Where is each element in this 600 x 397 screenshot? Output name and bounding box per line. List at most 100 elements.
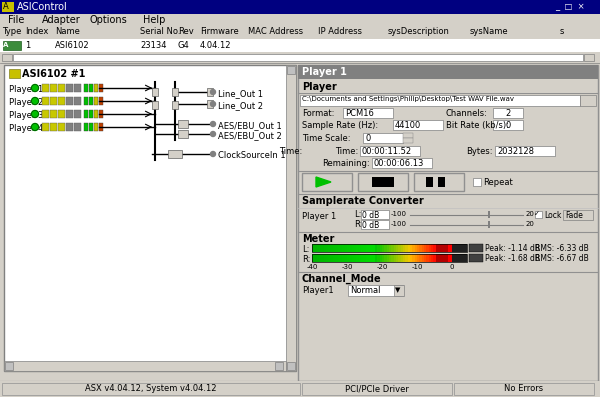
Text: Time Scale:: Time Scale: (302, 134, 350, 143)
Bar (436, 244, 439, 252)
Bar (312, 254, 315, 262)
Text: ✓: ✓ (534, 211, 540, 217)
Bar (393, 120, 443, 130)
Bar (0, 381, 600, 397)
Text: 23134: 23134 (140, 41, 167, 50)
Bar (495, 146, 555, 156)
Bar (414, 173, 464, 191)
Bar (403, 244, 406, 252)
Bar (50, 97, 57, 105)
Bar (454, 383, 594, 395)
Bar (396, 254, 399, 262)
Bar (328, 254, 331, 262)
Bar (94, 123, 98, 131)
Bar (493, 120, 523, 130)
Text: Line_Out 1: Line_Out 1 (218, 89, 263, 98)
Bar (66, 97, 73, 105)
Bar (66, 123, 73, 131)
Text: Lock: Lock (544, 211, 562, 220)
Bar (398, 244, 401, 252)
Bar (66, 110, 73, 118)
Text: -100: -100 (391, 211, 407, 217)
Bar (368, 254, 371, 262)
Bar (84, 110, 88, 118)
Bar (361, 244, 364, 252)
Text: RMS: -6.67 dB: RMS: -6.67 dB (535, 254, 589, 263)
Bar (448, 244, 450, 252)
Bar (99, 110, 103, 118)
Bar (322, 254, 324, 262)
Bar (50, 84, 57, 92)
Bar (152, 101, 158, 109)
Text: C:\Documents and Settings\Philip\Desktop\Test WAV File.wav: C:\Documents and Settings\Philip\Desktop… (302, 96, 514, 102)
Bar (356, 254, 359, 262)
Text: 1: 1 (25, 41, 30, 50)
Bar (424, 254, 427, 262)
Bar (427, 254, 429, 262)
Text: MAC Address: MAC Address (248, 27, 303, 36)
Bar (287, 66, 295, 74)
Bar (389, 244, 392, 252)
Bar (440, 254, 443, 262)
Bar (410, 254, 413, 262)
Bar (389, 254, 392, 262)
Bar (380, 244, 383, 252)
Bar (89, 84, 93, 92)
Text: A: A (3, 2, 9, 11)
Text: Normal: Normal (350, 286, 380, 295)
Text: 00:00:06.13: 00:00:06.13 (374, 159, 424, 168)
Text: -20: -20 (376, 264, 388, 270)
Bar (407, 254, 410, 262)
Circle shape (211, 131, 215, 137)
Bar (89, 97, 93, 105)
Bar (354, 254, 357, 262)
Bar (449, 254, 452, 262)
Bar (319, 254, 322, 262)
Bar (436, 254, 439, 262)
Bar (348, 285, 403, 296)
Bar (584, 54, 594, 61)
Text: Name: Name (55, 27, 80, 36)
Bar (473, 178, 481, 186)
Circle shape (211, 102, 215, 106)
Text: Player 3: Player 3 (9, 111, 43, 120)
Bar (359, 244, 361, 252)
Bar (323, 254, 326, 262)
Bar (2, 2, 14, 12)
Bar (398, 254, 401, 262)
Text: PCI/PCIe Driver: PCI/PCIe Driver (345, 384, 409, 393)
Bar (361, 220, 389, 229)
Text: File: File (8, 15, 25, 25)
Polygon shape (316, 177, 331, 187)
Bar (343, 254, 345, 262)
Bar (448, 254, 450, 262)
Text: 00:00:11.52: 00:00:11.52 (362, 147, 412, 156)
Text: -40: -40 (307, 264, 317, 270)
Bar (445, 244, 448, 252)
Bar (406, 254, 408, 262)
Text: Player 1: Player 1 (9, 85, 43, 94)
Text: Player: Player (302, 82, 337, 92)
Text: Help: Help (143, 15, 166, 25)
Text: Line_Out 2: Line_Out 2 (218, 101, 263, 110)
Bar (385, 244, 387, 252)
Text: Type: Type (2, 27, 22, 36)
Bar (417, 254, 420, 262)
Text: 20: 20 (526, 221, 535, 227)
Bar (415, 254, 418, 262)
Bar (89, 110, 93, 118)
Bar (352, 254, 355, 262)
Text: Fade: Fade (565, 211, 583, 220)
Bar (13, 54, 583, 61)
Bar (344, 254, 347, 262)
Text: ASI6102: ASI6102 (55, 41, 89, 50)
Bar (396, 244, 399, 252)
Text: s: s (560, 27, 565, 36)
Text: ASX v4.04.12, System v4.04.12: ASX v4.04.12, System v4.04.12 (85, 384, 217, 393)
Text: ClockSourceIn 1: ClockSourceIn 1 (218, 151, 286, 160)
Text: Remaining:: Remaining: (322, 159, 370, 168)
Bar (349, 254, 352, 262)
Bar (443, 244, 445, 252)
Bar (403, 254, 406, 262)
Text: 0 dB: 0 dB (362, 221, 379, 230)
